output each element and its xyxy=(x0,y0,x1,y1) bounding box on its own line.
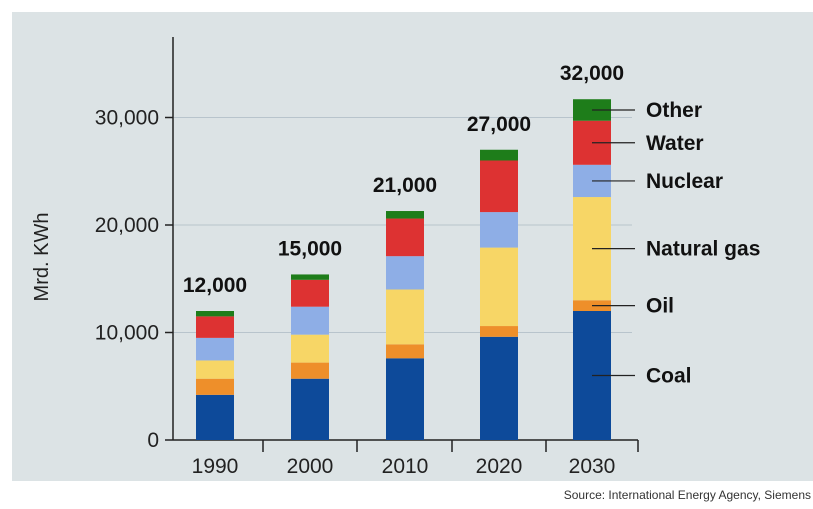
stacked-bar-chart: 0 10,000 20,000 30,000 Mrd. KWh 12,000 1990 15,… xyxy=(31,37,760,478)
bar-segment xyxy=(386,289,424,345)
bar-segment xyxy=(480,247,518,327)
bar-segment xyxy=(291,306,329,335)
bar-segment xyxy=(386,256,424,290)
bar-total-label: 15,000 xyxy=(278,237,342,260)
y-tick-label: 0 xyxy=(147,429,159,452)
bar-segment xyxy=(196,394,234,440)
bar-segment xyxy=(196,337,234,361)
bar-segment xyxy=(291,274,329,280)
bar-segment xyxy=(291,378,329,440)
bar-segment xyxy=(291,279,329,307)
bar-segment xyxy=(196,311,234,317)
bar-segment xyxy=(291,334,329,363)
legend-label: Water xyxy=(646,132,704,155)
x-tick-label: 1990 xyxy=(192,455,239,478)
x-tick-label: 2030 xyxy=(569,455,616,478)
bar-segment xyxy=(196,378,234,395)
bar-segment xyxy=(480,160,518,213)
legend-label: Oil xyxy=(646,295,674,318)
bar-segment xyxy=(386,211,424,219)
y-axis-label: Mrd. KWh xyxy=(31,213,53,302)
bar-segment xyxy=(480,149,518,161)
bar-segment xyxy=(480,336,518,440)
legend-label: Coal xyxy=(646,365,692,388)
bar-total-label: 27,000 xyxy=(467,113,531,136)
bar-segment xyxy=(386,218,424,257)
x-tick-label: 2020 xyxy=(476,455,523,478)
legend-label: Nuclear xyxy=(646,170,723,193)
bar-segment xyxy=(196,360,234,379)
legend-label: Other xyxy=(646,99,702,122)
bar-total-label: 21,000 xyxy=(373,174,437,197)
bar-total-label: 12,000 xyxy=(183,274,247,297)
y-tick-label: 20,000 xyxy=(95,214,159,237)
y-tick-label: 10,000 xyxy=(95,322,159,345)
legend-label: Natural gas xyxy=(646,238,760,261)
bar-segment xyxy=(386,344,424,359)
y-tick-label: 30,000 xyxy=(95,107,159,130)
bar-total-label: 32,000 xyxy=(560,62,624,85)
source-note: Source: International Energy Agency, Sie… xyxy=(563,488,811,502)
chart-panel: 0 10,000 20,000 30,000 Mrd. KWh 12,000 1990 15,… xyxy=(12,12,813,481)
x-tick-label: 2010 xyxy=(382,455,429,478)
bar-segment xyxy=(480,326,518,337)
bar-segment xyxy=(196,316,234,338)
bar-segment xyxy=(291,362,329,379)
x-tick-label: 2000 xyxy=(287,455,334,478)
bar-segment xyxy=(480,212,518,248)
bar-segment xyxy=(386,358,424,440)
